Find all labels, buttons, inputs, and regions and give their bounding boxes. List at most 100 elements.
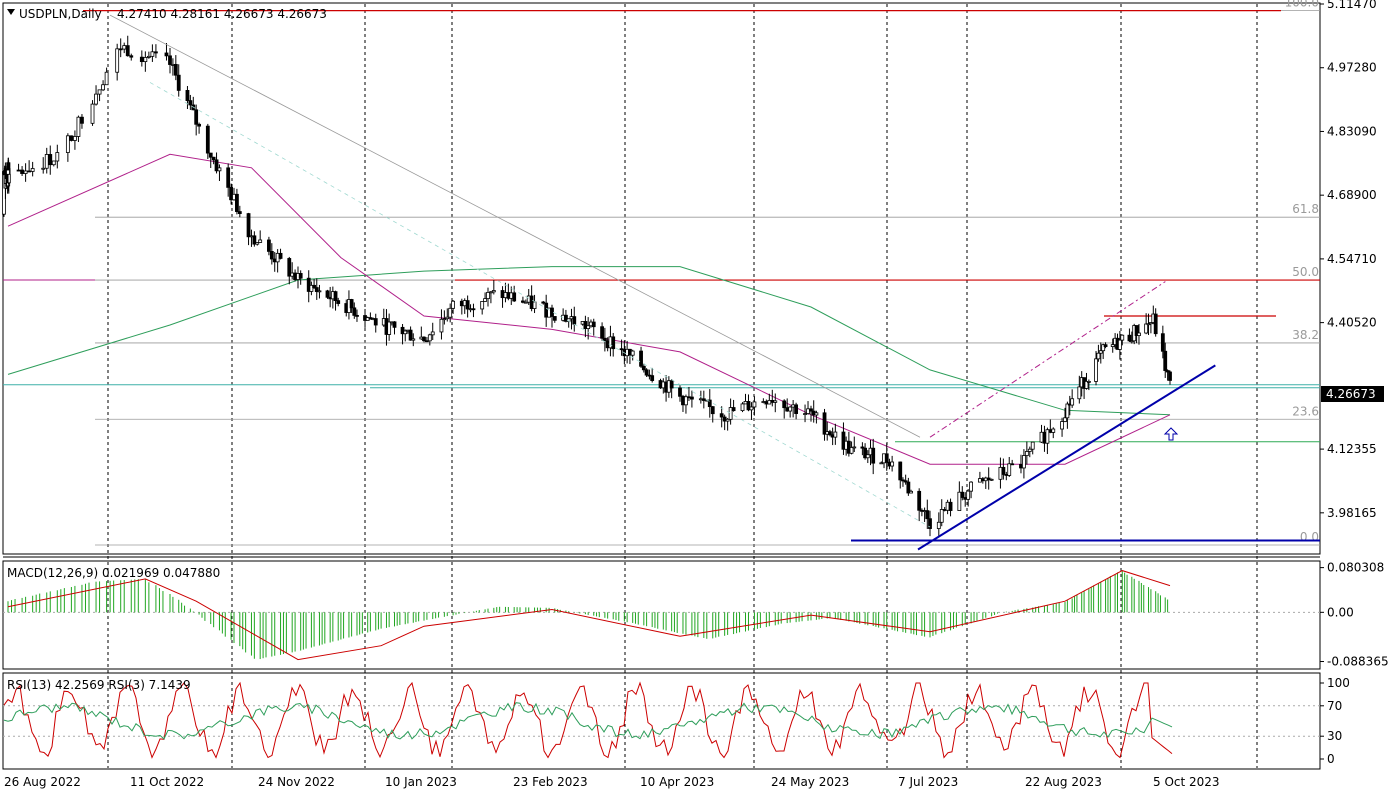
candle-body	[828, 431, 832, 436]
macd-tick-label: 0.00	[1327, 605, 1354, 619]
candle-body	[550, 307, 554, 317]
candle-body	[1137, 332, 1141, 336]
candle-body	[791, 404, 796, 408]
candle-body	[863, 447, 867, 459]
fib-label: 0.0	[1300, 530, 1319, 544]
price-tick-label: 4.83090	[1327, 124, 1377, 138]
candle-body	[48, 154, 53, 166]
candle-body	[906, 481, 911, 494]
candle-body	[287, 258, 292, 277]
price-tick-label: 4.54710	[1327, 252, 1377, 266]
candle-body	[194, 109, 199, 125]
candle-body	[1168, 371, 1172, 381]
date-tick-label: 24 May 2023	[771, 775, 849, 789]
price-tick-label: 3.98165	[1327, 506, 1377, 520]
candle-body	[387, 321, 392, 335]
candle-body	[267, 239, 271, 252]
candle-body	[600, 326, 604, 339]
price-panel[interactable]	[2, 2, 1321, 555]
ohlc-label: 4.27410 4.28161 4.26673 4.26673	[117, 7, 327, 21]
candle-body	[65, 135, 70, 153]
candle-body	[197, 123, 201, 127]
current-price-text: 4.26673	[1326, 387, 1376, 401]
macd-tick-label: 0.080308	[1327, 561, 1384, 575]
candle-body	[1127, 334, 1132, 342]
candle-body	[925, 510, 930, 520]
candle-body	[30, 168, 35, 172]
fib-label: 61.8	[1292, 202, 1319, 216]
candle-body	[879, 462, 884, 465]
candle-body	[6, 169, 10, 175]
candle-body	[957, 491, 962, 511]
candle-body	[541, 301, 546, 304]
candle-body	[1117, 339, 1122, 350]
candle-body	[1096, 352, 1101, 360]
candle-body	[255, 242, 260, 245]
rsi-indicator	[3, 681, 1320, 759]
candle-body	[425, 340, 429, 343]
candle-body	[333, 291, 338, 302]
candle-body	[1084, 381, 1089, 389]
macd-indicator	[3, 570, 1320, 661]
vertical-gridlines	[107, 4, 1258, 768]
candle-body	[41, 167, 46, 170]
candle-body	[55, 152, 60, 162]
candle-body	[480, 301, 485, 310]
candle-body	[948, 501, 953, 511]
candle-body	[690, 396, 694, 400]
candle-body	[794, 404, 799, 414]
date-tick-label: 10 Apr 2023	[640, 775, 714, 789]
candle-body	[51, 160, 56, 166]
price-tick-label: 4.97280	[1327, 61, 1377, 75]
candle-body	[986, 477, 991, 481]
candle-body	[69, 135, 74, 141]
candle-body	[1024, 451, 1029, 456]
candle-body	[749, 406, 754, 411]
candle-body	[489, 291, 493, 294]
candle-body	[1086, 380, 1091, 383]
candle-body	[849, 447, 854, 454]
candle-body	[430, 331, 435, 336]
candle-body	[701, 398, 706, 401]
candle-body	[710, 406, 715, 415]
ma-short-line	[7, 153, 1171, 465]
trend-lines[interactable]	[109, 14, 1216, 551]
candle-body	[909, 490, 913, 494]
candle-body	[852, 446, 857, 449]
candle-body	[917, 490, 922, 511]
candle-body	[439, 318, 444, 333]
candle-body	[602, 337, 607, 342]
candle-body	[115, 48, 120, 73]
candle-body	[278, 252, 283, 259]
rsi-tick-label: 0	[1327, 752, 1335, 766]
candle-body	[678, 387, 682, 397]
candle-body	[471, 308, 476, 311]
menu-triangle-icon[interactable]	[7, 9, 15, 15]
candle-body	[118, 48, 123, 51]
candle-body	[185, 90, 190, 101]
fib-label: 23.6	[1292, 404, 1319, 418]
candle-body	[483, 298, 487, 302]
candle-body	[898, 461, 903, 481]
candle-body	[355, 314, 359, 317]
date-tick-label: 7 Jul 2023	[898, 775, 958, 789]
candlesticks	[2, 35, 1172, 537]
candle-body	[564, 314, 568, 322]
candle-body	[728, 407, 733, 420]
candle-body	[27, 170, 32, 173]
upper-channel-line	[929, 281, 1166, 438]
rsi-panel[interactable]	[2, 672, 1321, 770]
candle-body	[442, 318, 447, 321]
candle-body	[764, 401, 769, 405]
candle-body	[707, 399, 712, 408]
candle-body	[630, 350, 635, 356]
candle-body	[122, 45, 127, 50]
date-tick-label: 26 Aug 2022	[4, 775, 81, 789]
date-tick-label: 24 Nov 2022	[258, 775, 335, 789]
candle-body	[969, 481, 973, 492]
candle-body	[97, 89, 102, 95]
rsi13-line	[3, 702, 1173, 740]
candle-body	[782, 400, 787, 409]
candle-body	[809, 408, 813, 412]
